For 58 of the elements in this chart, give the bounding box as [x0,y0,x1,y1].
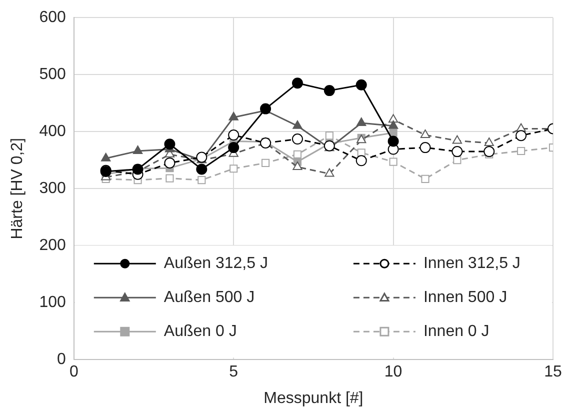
point [164,157,176,168]
point [420,142,431,154]
point [484,146,495,158]
y-tick-label: 200 [39,237,66,254]
point [228,112,238,120]
x-tick-label: 10 [384,364,402,381]
point [262,158,270,167]
point [325,132,334,140]
point [292,134,303,145]
point [293,150,302,158]
point [388,120,398,129]
y-tick-label: 300 [39,180,66,198]
point [292,120,302,129]
point [196,152,208,163]
point [198,176,206,184]
point [101,152,111,162]
point [164,138,176,150]
y-tick-label: 400 [39,123,66,140]
point [196,164,208,175]
point [356,79,367,90]
point [452,135,462,144]
point [132,145,143,154]
x-tick-label: 5 [229,364,238,381]
y-tick-label: 600 [39,9,66,26]
point [420,130,430,138]
point [356,155,367,166]
point [517,146,526,156]
point [421,174,430,183]
point [453,156,462,164]
point [230,164,238,173]
point [388,136,399,147]
point [228,142,240,154]
x-tick-label: 15 [544,364,562,381]
x-axis-title: Messpunkt [#] [264,390,364,407]
y-tick-label: 0 [56,351,66,368]
point [389,158,398,166]
point [228,130,240,141]
legend-label: Innen 500 J [423,289,508,306]
point [356,118,366,126]
legend-label: Außen 500 J [164,289,255,306]
point [452,146,463,158]
point [516,130,527,142]
point [324,168,334,177]
legend-label: Außen 0 J [164,323,237,340]
point [484,138,494,146]
point [292,161,302,170]
point [388,114,398,123]
legend-label: Innen 312,5 J [423,255,520,272]
y-tick-label: 500 [39,66,66,84]
y-axis-title: Härte [HV 0,2] [9,138,26,240]
x-tick-label: 0 [69,364,78,381]
legend-label: Außen 312,5 J [164,255,268,272]
legend-label: Innen 0 J [423,323,490,340]
point [260,138,272,148]
point [324,85,335,96]
point [166,174,174,182]
point [292,78,303,89]
y-tick-label: 100 [39,294,66,312]
